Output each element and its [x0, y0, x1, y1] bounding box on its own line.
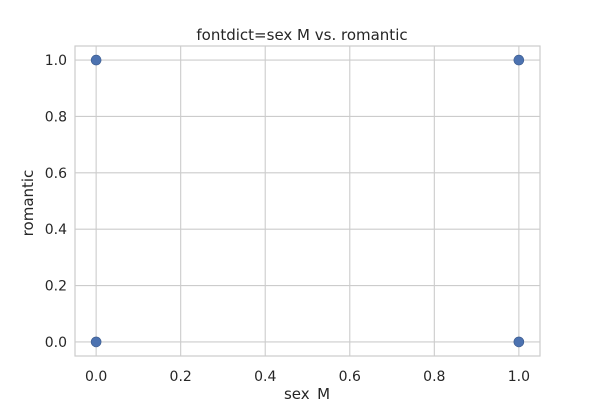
data-points [90, 54, 525, 348]
y-tick-label: 1.0 [45, 53, 67, 69]
y-tick-label: 0.2 [45, 279, 67, 295]
y-axis-ticks: 0.0 0.2 0.4 0.6 0.8 1.0 [45, 53, 67, 351]
data-point [90, 54, 102, 66]
y-axis-label: romantic [19, 170, 37, 237]
data-point [90, 336, 102, 348]
x-tick-label: 0.8 [423, 369, 445, 385]
data-point [513, 54, 525, 66]
x-tick-label: 0.4 [254, 369, 276, 385]
x-axis-ticks: 0.0 0.2 0.4 0.6 0.8 1.0 [85, 369, 530, 385]
grid-lines [75, 46, 540, 356]
chart-title: fontdict=sex M vs. romantic [196, 26, 407, 44]
x-axis-label: sex_M [284, 385, 330, 400]
data-point [513, 336, 525, 348]
y-tick-label: 0.4 [45, 222, 67, 238]
y-tick-label: 0.0 [45, 335, 67, 351]
plot-frame [74, 45, 541, 357]
y-tick-label: 0.6 [45, 166, 67, 182]
x-tick-label: 1.0 [508, 369, 530, 385]
x-tick-label: 0.2 [170, 369, 192, 385]
x-tick-label: 0.6 [339, 369, 361, 385]
y-tick-label: 0.8 [45, 109, 67, 125]
x-tick-label: 0.0 [85, 369, 107, 385]
